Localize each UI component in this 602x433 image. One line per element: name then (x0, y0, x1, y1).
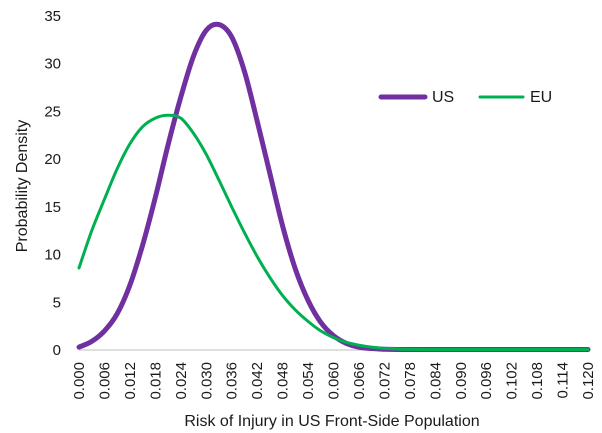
y-tick-label: 15 (44, 199, 61, 216)
y-tick-label: 10 (44, 247, 61, 264)
x-tick-label: 0.054 (300, 362, 317, 400)
x-tick-label: 0.060 (326, 362, 343, 400)
legend-label-us: US (432, 89, 454, 106)
x-tick-label: 0.108 (529, 362, 546, 400)
y-axis-title: Probability Density (14, 120, 31, 253)
x-tick-label: 0.120 (580, 362, 597, 400)
x-tick-label: 0.042 (249, 362, 266, 400)
series-line-eu (77, 113, 590, 352)
y-tick-label: 20 (44, 151, 61, 168)
x-tick-label: 0.018 (147, 362, 164, 400)
x-tick-label: 0.114 (555, 362, 572, 398)
x-tick-label: 0.012 (122, 362, 139, 400)
y-tick-label: 5 (53, 294, 61, 311)
legend-label-eu: EU (530, 89, 552, 106)
x-axis-title: Risk of Injury in US Front-Side Populati… (184, 413, 479, 430)
y-tick-label: 30 (44, 56, 61, 73)
y-tick-label: 0 (53, 342, 61, 359)
y-tick-label: 25 (44, 103, 61, 120)
y-axis: 0 5 10 15 20 25 30 35 (44, 8, 61, 359)
x-tick-label: 0.078 (402, 362, 419, 400)
x-tick-label: 0.000 (71, 362, 88, 400)
x-tick-label: 0.024 (173, 362, 190, 400)
x-axis: 0.000 0.006 0.012 0.018 0.024 0.030 0.036 0.042… (71, 362, 597, 400)
y-tick-label: 35 (44, 8, 61, 25)
x-tick-label: 0.084 (427, 362, 444, 400)
x-tick-label: 0.102 (504, 362, 521, 400)
series-line-us (76, 21, 591, 353)
legend: US EU (378, 89, 552, 106)
x-tick-label: 0.048 (275, 362, 292, 400)
x-tick-label: 0.030 (198, 362, 215, 400)
x-tick-label: 0.090 (453, 362, 470, 400)
x-tick-label: 0.096 (478, 362, 495, 400)
x-tick-label: 0.006 (96, 362, 113, 400)
x-tick-label: 0.066 (351, 362, 368, 400)
x-tick-label: 0.036 (224, 362, 241, 400)
x-tick-label: 0.072 (376, 362, 393, 400)
series-layer (76, 21, 591, 353)
